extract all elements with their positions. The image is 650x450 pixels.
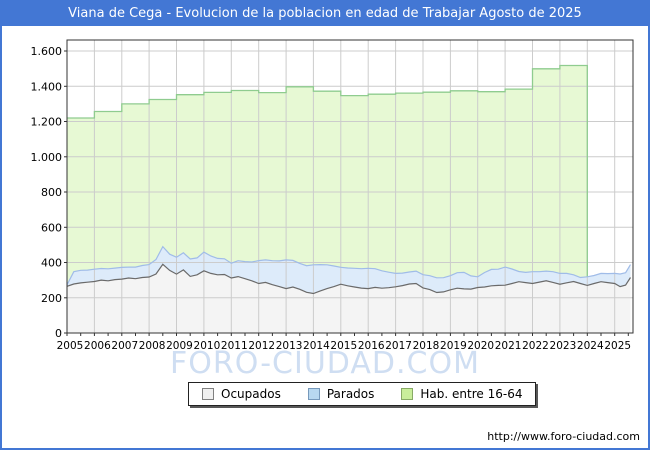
series-line-hab-16-64 bbox=[67, 64, 588, 277]
x-tick-label: 2019 bbox=[440, 340, 467, 352]
series-area-ocupados bbox=[67, 264, 631, 333]
x-tick-label: 2018 bbox=[413, 340, 440, 352]
page-title: Viana de Cega - Evolucion de la poblacio… bbox=[2, 2, 648, 26]
x-tick-label: 2009 bbox=[166, 340, 193, 352]
x-tick-label: 2025 bbox=[604, 340, 631, 352]
y-tick-label: 1.000 bbox=[31, 151, 63, 164]
x-tick-label: 2021 bbox=[495, 340, 522, 352]
legend-label-parados: Parados bbox=[326, 387, 375, 401]
legend-label-ocupados: Ocupados bbox=[221, 387, 281, 401]
legend: Ocupados Parados Hab. entre 16-64 bbox=[188, 382, 537, 406]
x-tick-label: 2016 bbox=[358, 340, 385, 352]
x-tick-label: 2005 bbox=[57, 340, 84, 352]
legend-item-hab: Hab. entre 16-64 bbox=[401, 387, 522, 401]
x-tick-label: 2014 bbox=[303, 340, 330, 352]
x-tick-label: 2024 bbox=[577, 340, 604, 352]
footer-url: http://www.foro-ciudad.com bbox=[487, 430, 640, 443]
x-tick-label: 2022 bbox=[522, 340, 549, 352]
legend-item-parados: Parados bbox=[307, 387, 375, 401]
hab-swatch-icon bbox=[401, 388, 414, 400]
y-tick-label: 600 bbox=[41, 221, 62, 234]
plot-border bbox=[66, 39, 634, 334]
x-tick-label: 2011 bbox=[221, 340, 248, 352]
x-tick-label: 2008 bbox=[139, 340, 166, 352]
legend-item-ocupados: Ocupados bbox=[202, 387, 281, 401]
legend-label-hab: Hab. entre 16-64 bbox=[420, 387, 523, 401]
x-tick-label: 2015 bbox=[330, 340, 357, 352]
y-tick-label: 1.600 bbox=[31, 45, 63, 58]
series-line-parados bbox=[66, 245, 632, 286]
y-tick-label: 1.200 bbox=[31, 116, 63, 129]
x-tick-label: 2020 bbox=[467, 340, 494, 352]
x-tick-label: 2007 bbox=[111, 340, 138, 352]
x-tick-label: 2006 bbox=[84, 340, 111, 352]
y-tick-label: 1.400 bbox=[31, 80, 63, 93]
series-line-ocupados bbox=[66, 263, 632, 295]
y-tick-label: 200 bbox=[41, 292, 62, 305]
y-tick-label: 0 bbox=[55, 327, 62, 340]
watermark-text: FORO-CIUDAD.COM bbox=[170, 346, 480, 381]
x-tick-label: 2023 bbox=[550, 340, 577, 352]
x-tick-label: 2017 bbox=[385, 340, 412, 352]
x-tick-label: 2012 bbox=[248, 340, 275, 352]
parados-swatch-icon bbox=[307, 388, 320, 400]
ocupados-swatch-icon bbox=[202, 388, 214, 400]
y-tick-label: 400 bbox=[41, 257, 62, 270]
y-tick-label: 800 bbox=[41, 186, 62, 199]
x-tick-label: 2010 bbox=[194, 340, 221, 352]
x-tick-label: 2013 bbox=[276, 340, 303, 352]
